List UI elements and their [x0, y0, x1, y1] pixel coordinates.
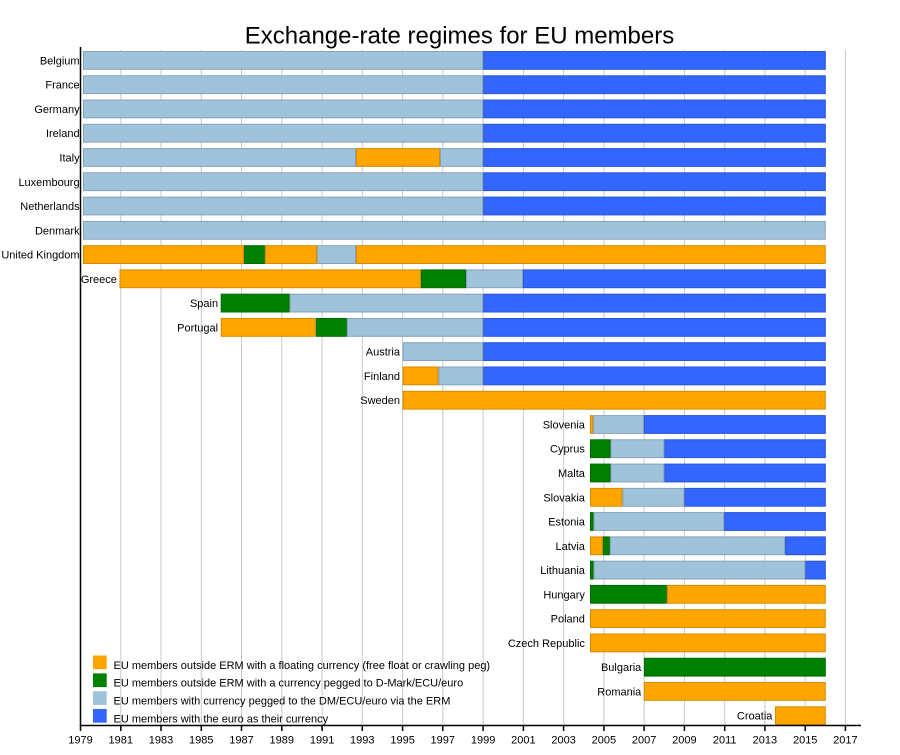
svg-text:Finland: Finland	[364, 371, 400, 383]
svg-text:Denmark: Denmark	[35, 225, 80, 237]
svg-text:Exchange-rate regimes for EU m: Exchange-rate regimes for EU members	[245, 23, 675, 50]
svg-text:1981: 1981	[109, 735, 133, 747]
svg-text:2017: 2017	[833, 735, 857, 747]
svg-text:Portugal: Portugal	[177, 322, 218, 334]
svg-text:1991: 1991	[310, 735, 334, 747]
svg-text:2001: 2001	[511, 735, 535, 747]
svg-text:2007: 2007	[632, 735, 656, 747]
svg-text:1997: 1997	[431, 735, 455, 747]
svg-text:2005: 2005	[592, 735, 616, 747]
svg-text:Slovenia: Slovenia	[543, 419, 586, 431]
svg-text:Belgium: Belgium	[40, 55, 80, 67]
svg-text:Netherlands: Netherlands	[20, 201, 80, 213]
svg-text:United Kingdom: United Kingdom	[1, 250, 79, 262]
svg-text:Slovakia: Slovakia	[543, 492, 585, 504]
svg-text:EU members outside ERM with a: EU members outside ERM with a currency p…	[114, 678, 464, 690]
svg-text:France: France	[45, 80, 79, 92]
svg-text:Ireland: Ireland	[46, 128, 80, 140]
svg-text:2009: 2009	[672, 735, 696, 747]
svg-text:Spain: Spain	[190, 298, 218, 310]
svg-text:Greece: Greece	[81, 274, 117, 286]
svg-text:1983: 1983	[149, 735, 173, 747]
svg-text:1995: 1995	[390, 735, 414, 747]
svg-text:1993: 1993	[350, 735, 374, 747]
svg-text:1987: 1987	[229, 735, 253, 747]
svg-text:2015: 2015	[793, 735, 817, 747]
svg-text:Luxembourg: Luxembourg	[18, 177, 79, 189]
svg-text:EU members outside ERM with a: EU members outside ERM with a floating c…	[114, 660, 491, 672]
svg-text:Germany: Germany	[34, 104, 80, 116]
svg-text:Poland: Poland	[551, 614, 585, 626]
svg-text:Malta: Malta	[558, 468, 586, 480]
svg-text:Croatia: Croatia	[737, 711, 773, 723]
svg-text:Italy: Italy	[59, 153, 80, 165]
svg-text:1985: 1985	[189, 735, 213, 747]
svg-text:Romania: Romania	[597, 686, 642, 698]
svg-text:Czech Republic: Czech Republic	[508, 638, 586, 650]
svg-text:Cyprus: Cyprus	[550, 444, 585, 456]
svg-text:Sweden: Sweden	[360, 395, 400, 407]
svg-text:EU members with the euro as th: EU members with the euro as their curren…	[114, 713, 329, 725]
svg-text:1989: 1989	[270, 735, 294, 747]
svg-text:1999: 1999	[471, 735, 495, 747]
svg-text:Hungary: Hungary	[543, 589, 585, 601]
svg-text:Austria: Austria	[366, 347, 401, 359]
svg-text:EU members with currency pegge: EU members with currency pegged to the D…	[114, 696, 451, 708]
svg-text:Estonia: Estonia	[548, 517, 586, 529]
svg-text:2003: 2003	[551, 735, 575, 747]
svg-text:Bulgaria: Bulgaria	[601, 662, 642, 674]
svg-text:1979: 1979	[68, 735, 92, 747]
svg-text:2013: 2013	[753, 735, 777, 747]
svg-text:Lithuania: Lithuania	[540, 565, 586, 577]
svg-text:Latvia: Latvia	[556, 541, 586, 553]
svg-text:2011: 2011	[713, 735, 737, 747]
